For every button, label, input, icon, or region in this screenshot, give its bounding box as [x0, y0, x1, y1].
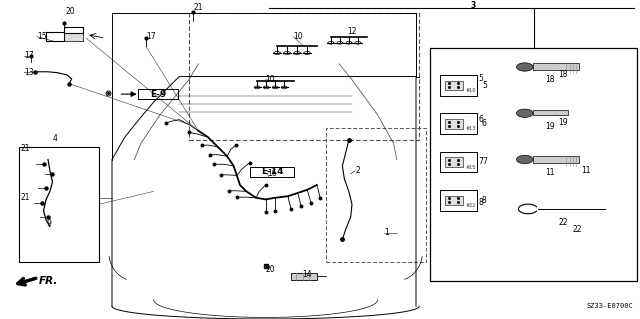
Text: 20: 20 [65, 7, 75, 16]
Bar [189, 13, 419, 140]
Text: 17: 17 [24, 51, 34, 60]
FancyBboxPatch shape [138, 89, 178, 99]
FancyBboxPatch shape [250, 167, 294, 177]
Text: 11: 11 [546, 168, 555, 177]
Bar [445, 157, 463, 167]
Text: 18: 18 [546, 75, 555, 84]
Text: 7: 7 [482, 157, 487, 167]
Text: 10: 10 [266, 75, 275, 84]
Bar [440, 113, 477, 134]
Text: 16: 16 [268, 169, 277, 178]
Bar [445, 196, 463, 205]
Circle shape [516, 63, 533, 71]
Text: 22: 22 [573, 225, 582, 234]
Text: 22: 22 [559, 218, 568, 227]
Text: 15: 15 [37, 32, 47, 41]
Text: #22: #22 [465, 203, 476, 208]
Bar [533, 156, 579, 163]
Bar [440, 75, 477, 96]
Text: 3: 3 [470, 1, 476, 10]
Text: 7: 7 [479, 157, 484, 166]
Text: 6: 6 [482, 119, 487, 128]
Text: 21: 21 [20, 193, 30, 202]
Text: 13: 13 [24, 68, 34, 77]
Bar [291, 273, 317, 280]
Bar [19, 147, 99, 262]
Text: #13: #13 [465, 126, 476, 131]
Text: 12: 12 [347, 27, 356, 36]
Bar [430, 48, 637, 281]
Text: #10: #10 [465, 88, 476, 93]
Text: 14: 14 [302, 271, 312, 279]
Text: FR.: FR. [38, 276, 58, 286]
Circle shape [516, 155, 533, 164]
Circle shape [516, 109, 533, 117]
Bar [533, 110, 568, 115]
Bar [445, 81, 463, 90]
Text: 17: 17 [146, 32, 156, 41]
Bar [440, 190, 477, 211]
Text: 5: 5 [479, 74, 484, 83]
Text: 4: 4 [52, 134, 58, 143]
Bar [440, 152, 477, 172]
Text: 11: 11 [581, 166, 591, 175]
Text: 6: 6 [479, 115, 484, 124]
Text: 21: 21 [20, 144, 30, 153]
Bar [64, 33, 83, 41]
Text: 9: 9 [46, 219, 51, 228]
Bar [445, 119, 463, 129]
Text: 21: 21 [193, 4, 203, 12]
Text: 8: 8 [479, 198, 483, 207]
Bar [326, 128, 426, 262]
Text: 2: 2 [355, 166, 360, 175]
Text: 5: 5 [482, 81, 487, 90]
Text: E-9: E-9 [150, 90, 166, 99]
Text: 1: 1 [384, 228, 388, 237]
Bar [533, 63, 579, 70]
Text: #15: #15 [465, 165, 476, 170]
Text: 8: 8 [482, 196, 486, 205]
Text: E-14: E-14 [260, 167, 284, 176]
Text: 18: 18 [558, 70, 568, 79]
Text: 20: 20 [266, 265, 275, 274]
Text: 19: 19 [545, 122, 556, 130]
Text: 10: 10 [293, 32, 303, 41]
Text: 19: 19 [558, 118, 568, 127]
Text: SZ33-E0700C: SZ33-E0700C [587, 303, 634, 308]
